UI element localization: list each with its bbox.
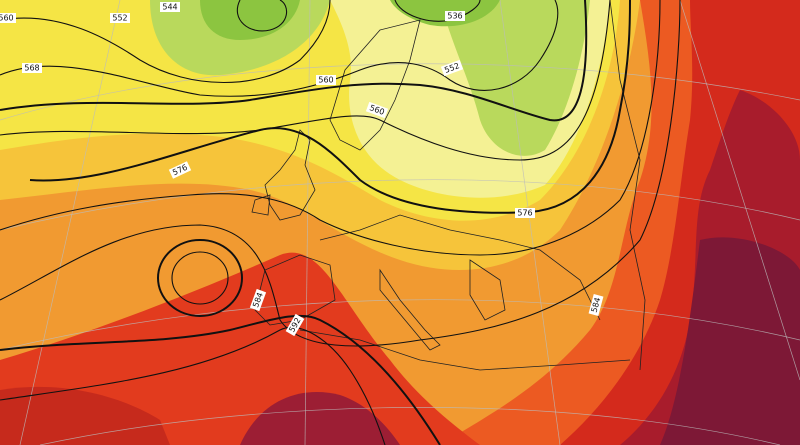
contour-bold (0, 0, 588, 122)
contour-label-text: 560 (318, 76, 333, 85)
contour-low (157, 239, 243, 317)
contour-label-text: 552 (112, 14, 127, 23)
graticule-line (19, 0, 121, 445)
contour-label: 576 (515, 208, 535, 218)
contour (0, 326, 386, 445)
coastline (469, 259, 506, 321)
contour-label: 560 (365, 101, 389, 119)
contour-label-text: 584 (590, 296, 603, 313)
coastline (254, 254, 336, 326)
contour-label: 568 (22, 63, 42, 73)
contour (0, 0, 331, 84)
contour-label: 552 (110, 13, 130, 23)
contour-label-text: 576 (517, 209, 532, 218)
contour (0, 0, 559, 97)
contours (0, 0, 681, 445)
coastline (264, 129, 316, 221)
field-green-east (440, 0, 590, 156)
contour-label: 560 (0, 13, 16, 23)
coastline (609, 0, 646, 371)
coastline (329, 19, 421, 151)
graticule-line (0, 63, 800, 121)
contour-label-text: 536 (447, 12, 462, 21)
contour-label: 560 (316, 75, 336, 85)
contour-label: 584 (249, 288, 267, 312)
coastline (379, 268, 441, 351)
graticule-line (679, 0, 800, 381)
contour-label: 544 (160, 2, 180, 12)
field-maroon-south (240, 392, 400, 445)
coastline (319, 214, 601, 321)
contour (0, 0, 661, 256)
contour (0, 0, 611, 161)
graticule-line (499, 0, 561, 445)
contour-bold (0, 314, 441, 445)
graticule-line (304, 0, 311, 445)
contour-bold (29, 0, 631, 214)
contour-label: 552 (440, 59, 464, 77)
contour (236, 0, 288, 32)
graticule-line (39, 407, 781, 445)
contour-label-text: 568 (24, 64, 39, 73)
contour-label-text: 544 (162, 3, 177, 12)
field-maroon (660, 237, 800, 445)
contour-low (171, 251, 229, 305)
contour-label-text: 560 (0, 14, 14, 23)
graticule-line (0, 179, 800, 231)
coastline (251, 194, 271, 216)
field-red-southwest (0, 386, 170, 445)
contour-label: 536 (445, 11, 465, 21)
field-green-dark (200, 0, 300, 40)
coastlines (251, 0, 646, 371)
